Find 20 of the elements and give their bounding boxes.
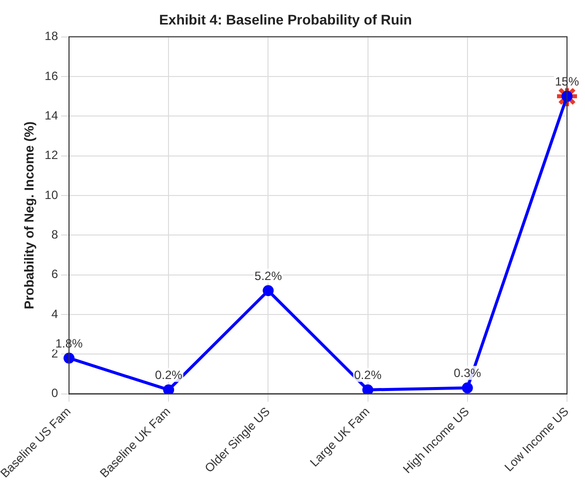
y-axis-title: Probability of Neg. Income (%): [21, 121, 36, 310]
y-tick-label: 0: [51, 386, 58, 400]
y-tick-label: 10: [44, 188, 58, 202]
point: [163, 384, 174, 394]
data-label: 0.2%: [154, 368, 183, 382]
point: [64, 352, 75, 364]
y-tick-label: 6: [51, 267, 58, 282]
y-tick-label: 12: [44, 148, 58, 162]
y-tick-label: 16: [44, 68, 58, 83]
point: [462, 382, 473, 394]
data-label: 0.3%: [454, 366, 482, 380]
y-tick-label: 18: [44, 29, 58, 44]
point: [262, 285, 274, 296]
y-tick-label: 8: [51, 227, 58, 242]
y-tick-label: 14: [44, 108, 58, 122]
data-label: 5.2%: [254, 268, 282, 283]
data-label: 0.2%: [354, 368, 382, 382]
point: [362, 384, 374, 394]
y-tick-label: 4: [51, 306, 58, 321]
chart-title: Exhibit 4: Baseline Probability of Ruin: [159, 11, 412, 28]
